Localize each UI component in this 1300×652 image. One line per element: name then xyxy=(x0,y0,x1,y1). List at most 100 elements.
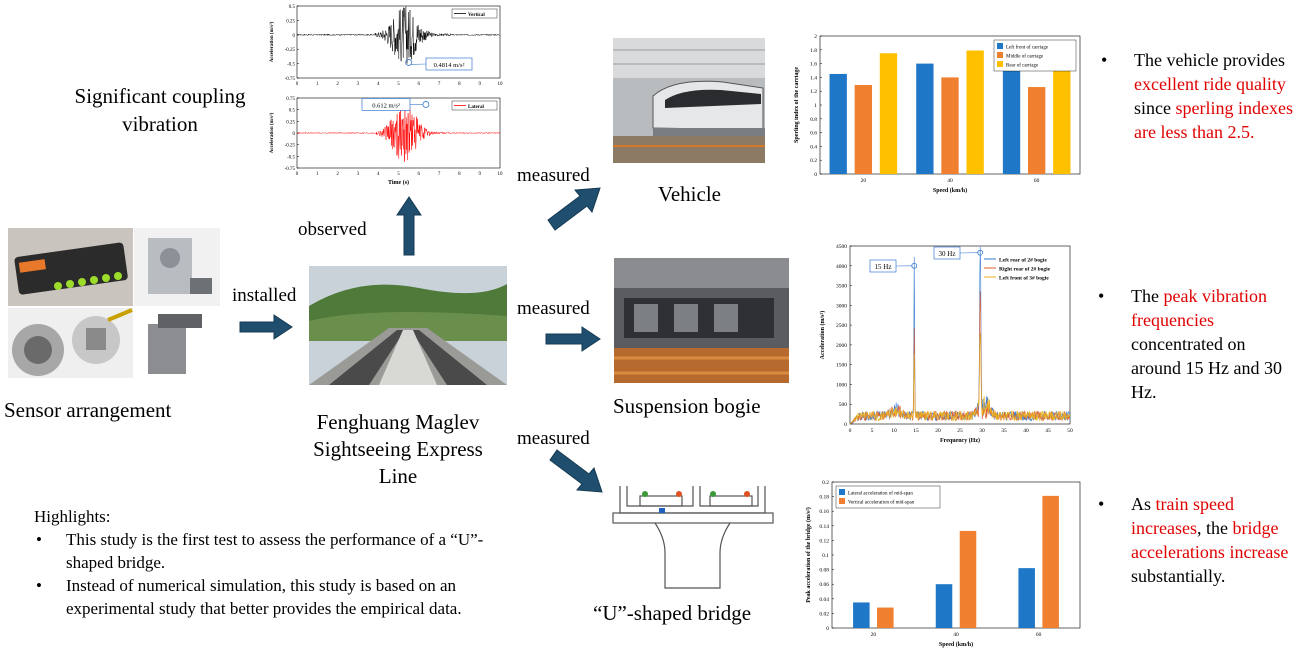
legend-box xyxy=(835,485,941,509)
tick-label: 1 xyxy=(316,82,319,87)
tick-label: 0.25 xyxy=(286,120,295,125)
legend-swatch xyxy=(839,498,845,504)
axis-label: Acceleration (m/s²) xyxy=(269,112,275,153)
finding-text: substantially. xyxy=(1131,566,1226,586)
tick-label: 20 xyxy=(861,178,867,184)
tick-label: 4500 xyxy=(836,244,847,250)
coupling-label: Significant coupling vibration xyxy=(74,84,246,136)
tick-label: 8 xyxy=(458,82,461,87)
axis-label: Sperling index of the carriage xyxy=(794,67,800,143)
finding-bogie: • The peak vibration frequencies concentr… xyxy=(1098,284,1299,404)
legend-box xyxy=(993,39,1077,72)
maglev-line-photo xyxy=(309,266,507,385)
bar xyxy=(935,584,953,628)
tick-label: 1000 xyxy=(836,382,847,388)
tick-label: 1 xyxy=(316,172,319,177)
tick-label: 2 xyxy=(814,34,817,40)
bar xyxy=(1028,87,1046,174)
vehicle-svg xyxy=(613,38,765,163)
axis-label: Acceleration (m/s²) xyxy=(269,21,275,62)
bogie-photo xyxy=(614,258,789,383)
time-history-charts: 0.50.250-0.25-0.5-0.750 1 2 3 4 5 6 7 8 9 10Vertic… xyxy=(269,5,504,186)
measured-label-3: measured xyxy=(517,428,590,449)
highlights-box: Highlights: This study is the first test… xyxy=(34,505,514,620)
sensor-photos-svg xyxy=(8,228,220,378)
bullet-icon: • xyxy=(1101,50,1108,70)
tick-label: 5 xyxy=(871,428,874,434)
bar xyxy=(829,73,847,174)
tick-label: 0.8 xyxy=(810,117,817,123)
tick-label: 0.14 xyxy=(819,524,829,530)
tick-label: 3 xyxy=(357,172,360,177)
tick-label: 9 xyxy=(478,172,481,177)
installed-label: installed xyxy=(232,285,297,306)
highlight-item: This study is the first test to assess t… xyxy=(36,528,514,574)
observed-label: observed xyxy=(298,219,367,240)
bar xyxy=(941,77,959,174)
tick-label: 5 xyxy=(397,82,400,87)
tick-label: 1.8 xyxy=(810,48,817,54)
tick-label: 2 xyxy=(336,82,339,87)
tick-label: 0.06 xyxy=(819,582,829,588)
vehicle-label: Vehicle xyxy=(658,182,721,206)
bridge-label: “U”-shaped bridge xyxy=(593,601,752,625)
tick-label: 2500 xyxy=(836,323,847,329)
measured-label-2: measured xyxy=(517,298,590,319)
right-arrow-icon xyxy=(545,326,601,352)
highlight-item: Instead of numerical simulation, this st… xyxy=(36,574,514,620)
axis-label: Speed (km/h) xyxy=(939,641,973,648)
peak-marker xyxy=(405,59,413,66)
legend-label: Rear of carriage xyxy=(1006,64,1039,69)
measured-label-1: measured xyxy=(517,165,590,186)
legend-swatch xyxy=(997,61,1003,67)
legend-label: Middle of carriage xyxy=(1006,55,1044,60)
tick-label: 20 xyxy=(871,632,877,638)
tick-label: -0.75 xyxy=(285,167,296,172)
tick-label: 0.08 xyxy=(819,568,829,574)
finding-text: As xyxy=(1131,494,1156,514)
tick-label: 7 xyxy=(438,82,441,87)
finding-text: since xyxy=(1134,98,1176,118)
tick-label: 6 xyxy=(418,172,421,177)
tick-label: 10 xyxy=(498,172,504,177)
axis-label: Peak acceleration of the bridge (m/s²) xyxy=(805,507,812,603)
highlights-list: This study is the first test to assess t… xyxy=(34,528,514,620)
bar xyxy=(916,63,934,174)
signal-line xyxy=(297,106,501,163)
tick-label: 3500 xyxy=(836,284,847,290)
legend-label: Lateral acceleration of mid-span xyxy=(848,492,913,497)
spectrum-chart: 0 500 1000 1500 2000 2500 3000 3500 4000 4500 0 5 10… xyxy=(819,244,1073,444)
legend-label: Vertical acceleration of mid-span xyxy=(848,501,915,506)
tick-label: 4000 xyxy=(836,264,847,270)
bogie-svg xyxy=(614,258,789,383)
annotation-label: 0.612 m/s² xyxy=(372,102,400,109)
annotation-label: 0.4814 m/s² xyxy=(434,62,465,69)
tick-label: 0.2 xyxy=(822,480,829,486)
bar xyxy=(966,50,984,174)
bridge-accel-chart: 0 0.02 0.04 0.06 0.08 0.1 0.12 0.14 0.16 0.18 0.2 2… xyxy=(805,480,1081,648)
right-arrow-icon xyxy=(239,314,293,340)
tick-label: 60 xyxy=(1034,178,1040,184)
tick-label: -0.25 xyxy=(285,48,296,53)
finding-bridge: • As train speed increases, the bridge ac… xyxy=(1098,492,1299,588)
tick-label: 0 xyxy=(296,172,299,177)
tick-label: 0.4 xyxy=(810,144,817,150)
legend-label: Lateral xyxy=(468,105,484,110)
sperling-chart: 0 0.2 0.4 0.6 0.8 1 1.2 1.4 1.6 1.8 2 20 40 60 Speed (… xyxy=(794,34,1081,194)
tick-label: 0.5 xyxy=(289,109,296,114)
bogie-label: Suspension bogie xyxy=(613,394,761,418)
legend-box xyxy=(982,254,1068,285)
sensor-photos xyxy=(8,228,220,378)
finding-text: The xyxy=(1131,286,1164,306)
bullet-icon: • xyxy=(1098,494,1105,514)
tick-label: 1500 xyxy=(836,363,847,369)
legend-swatch xyxy=(997,43,1003,49)
maglev-line-svg xyxy=(309,266,507,385)
u-bridge-drawing xyxy=(612,486,774,589)
tick-label: 30 xyxy=(979,428,985,434)
finding-text: sperling indexes are less than 2.5. xyxy=(1134,98,1293,142)
tick-label: 0.1 xyxy=(822,553,829,559)
tick-label: 8 xyxy=(458,172,461,177)
tick-label: -0.5 xyxy=(287,63,295,68)
tick-label: 0.02 xyxy=(819,611,829,617)
